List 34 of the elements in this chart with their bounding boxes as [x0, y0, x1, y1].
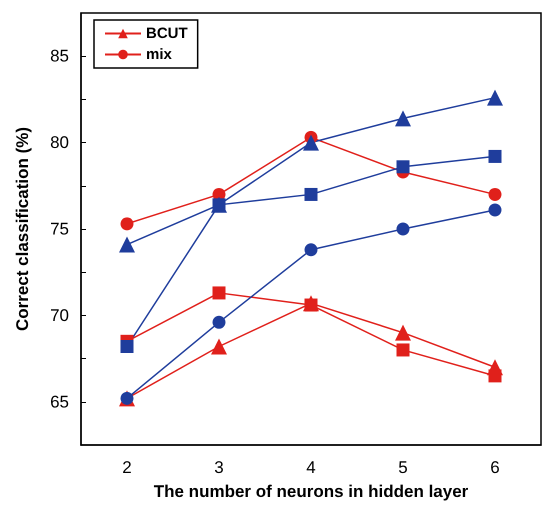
y-axis-title: Correct classification (%): [13, 126, 32, 332]
legend-label: mix: [146, 46, 173, 63]
point: [395, 324, 411, 341]
point: [212, 316, 226, 329]
point: [212, 286, 226, 300]
point: [119, 236, 135, 253]
x-tick-label: 4: [306, 458, 316, 477]
legend-label: BCUT: [146, 25, 188, 42]
point: [487, 359, 503, 376]
point: [488, 150, 502, 163]
point: [488, 188, 502, 201]
y-tick-label: 65: [50, 392, 69, 412]
x-axis-title: The number of neurons in hidden layer: [154, 482, 469, 501]
point: [396, 222, 410, 236]
x-tick-label: 5: [398, 458, 408, 477]
point: [487, 90, 503, 106]
point: [488, 203, 502, 216]
y-tick-label: 70: [50, 306, 69, 325]
point: [120, 340, 134, 354]
point: [211, 338, 227, 355]
x-tick-label: 6: [490, 458, 500, 477]
x-tick-label: 3: [214, 458, 224, 477]
y-tick-label: 85: [50, 46, 69, 66]
x-tick-label: 2: [122, 458, 132, 477]
point: [304, 188, 318, 201]
point: [304, 243, 318, 256]
point: [395, 110, 411, 126]
y-tick-label: 75: [50, 220, 69, 238]
point: [120, 217, 134, 230]
y-tick-label: 80: [50, 133, 69, 152]
point: [396, 343, 410, 356]
point: [303, 134, 319, 151]
point: [396, 160, 410, 174]
point: [303, 295, 319, 312]
